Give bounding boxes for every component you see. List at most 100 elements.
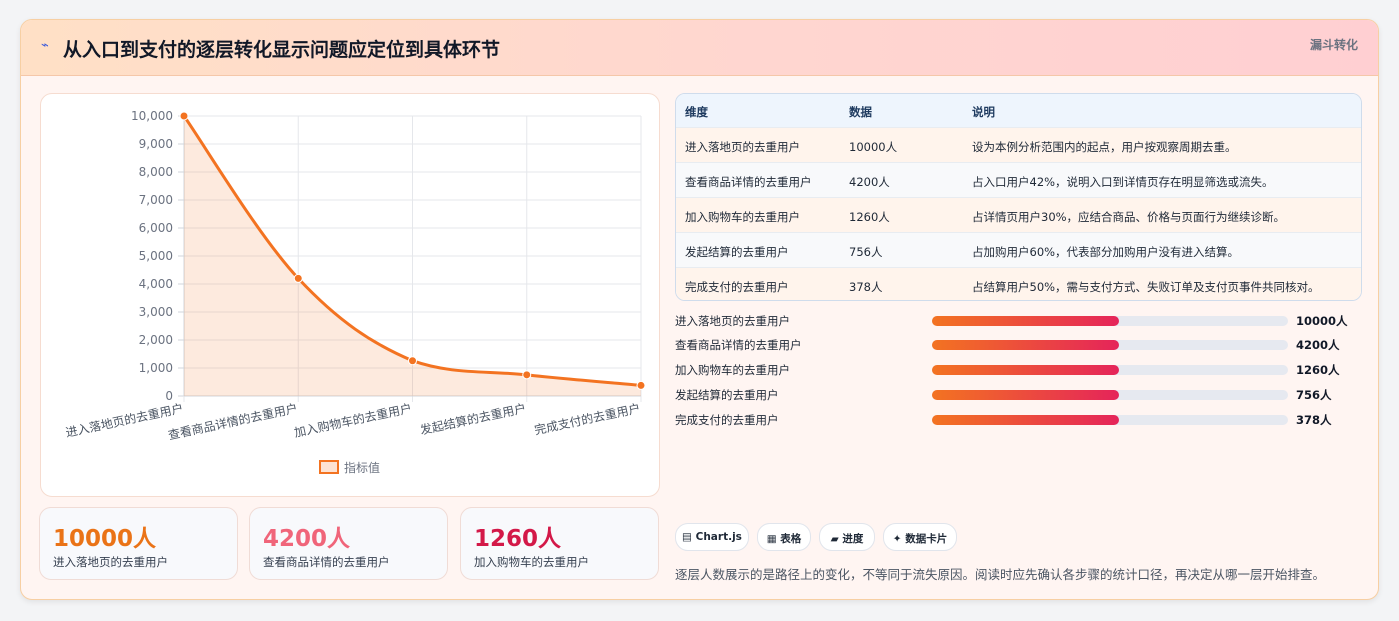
table-cell-note: 占结算用户50%，需与支付方式、失败订单及支付页事件共同核对。	[972, 280, 1320, 294]
table-row: 加入购物车的去重用户 1260人 占详情页用户30%，应结合商品、价格与页面行为…	[676, 197, 1361, 233]
progress-item: 完成支付的去重用户 378人	[675, 411, 1375, 431]
data-point	[408, 356, 417, 366]
table-cell-note: 设为本例分析范围内的起点，用户按观察周期去重。	[972, 140, 1237, 154]
chip-table[interactable]: ▦ 表格	[757, 523, 811, 551]
table-header: 维度 数据 说明	[676, 94, 1361, 128]
progress-fill	[932, 340, 1119, 350]
stat-card: 1260人 加入购物车的去重用户	[460, 507, 659, 580]
table-cell-value: 4200人	[849, 175, 890, 189]
stat-caption: 查看商品详情的去重用户	[263, 555, 390, 569]
y-tick-label: 8,000	[139, 165, 173, 179]
progress-item: 加入购物车的去重用户 1260人	[675, 361, 1375, 381]
progress-fill	[932, 316, 1119, 326]
lightning-icon: ⌁	[41, 38, 49, 53]
table-header-dim: 维度	[685, 105, 708, 119]
progress-label: 查看商品详情的去重用户	[675, 338, 802, 352]
table-cell-value: 1260人	[849, 210, 890, 224]
x-tick-label: 加入购物车的去重用户	[293, 400, 414, 440]
progress-value: 10000人	[1296, 314, 1348, 328]
stat-number: 4200人	[263, 526, 351, 552]
progress-item: 进入落地页的去重用户 10000人	[675, 312, 1375, 332]
data-point	[179, 111, 189, 121]
progress-track	[932, 390, 1288, 400]
table-cell-dim: 发起结算的去重用户	[685, 245, 789, 259]
stat-card: 10000人 进入落地页的去重用户	[39, 507, 238, 580]
progress-fill	[932, 365, 1119, 375]
y-tick-label: 1,000	[139, 361, 173, 375]
chip-label: ▤ Chart.js	[682, 531, 742, 543]
x-tick-label: 查看商品详情的去重用户	[167, 400, 299, 442]
progress-label: 发起结算的去重用户	[675, 388, 779, 402]
section-tag: 漏斗转化	[1309, 38, 1358, 52]
stat-number: 1260人	[474, 526, 562, 552]
progress-label: 完成支付的去重用户	[675, 413, 779, 427]
footnote: 逐层人数展示的是路径上的变化，不等同于流失原因。阅读时应先确认各步骤的统计口径，…	[675, 567, 1326, 582]
progress-fill	[932, 415, 1119, 425]
y-tick-label: 6,000	[139, 221, 173, 235]
progress-label: 进入落地页的去重用户	[675, 314, 790, 328]
chip-label: ▦ 表格	[766, 533, 802, 545]
y-tick-label: 10,000	[131, 109, 173, 123]
progress-label: 加入购物车的去重用户	[675, 363, 790, 377]
dashboard-card: ⌁ 从入口到支付的逐层转化显示问题应定位到具体环节 漏斗转化 0 1,000 2,0…	[20, 19, 1379, 600]
progress-track	[932, 365, 1288, 375]
y-tick-label: 7,000	[139, 193, 173, 207]
chip-progress[interactable]: ▰ 进度	[819, 523, 875, 551]
table-cell-note: 占详情页用户30%，应结合商品、价格与页面行为继续诊断。	[972, 210, 1286, 224]
legend-label: 指标值	[344, 460, 380, 475]
table-cell-dim: 完成支付的去重用户	[685, 280, 789, 294]
data-point	[293, 273, 303, 283]
series-line	[182, 115, 642, 387]
chip-label: ▰ 进度	[830, 533, 864, 545]
table-row: 查看商品详情的去重用户 4200人 占入口用户42%，说明入口到详情页存在明显筛…	[676, 162, 1361, 198]
funnel-chart: 0 1,000 2,000 3,000 4,000 5,000 6,000 7,000 8,00…	[40, 93, 660, 497]
table-cell-dim: 加入购物车的去重用户	[685, 210, 800, 224]
data-point	[522, 370, 532, 380]
x-tick-label: 进入落地页的去重用户	[64, 400, 185, 440]
table-cell-value: 756人	[849, 245, 883, 259]
table-cell-note: 占入口用户42%，说明入口到详情页存在明显筛选或流失。	[972, 175, 1274, 189]
y-tick-label: 3,000	[139, 305, 173, 319]
progress-value: 1260人	[1296, 363, 1340, 377]
progress-value: 756人	[1296, 388, 1332, 402]
stat-number: 10000人	[53, 526, 157, 552]
page-title: 从入口到支付的逐层转化显示问题应定位到具体环节	[63, 39, 501, 61]
card-header: ⌁ 从入口到支付的逐层转化显示问题应定位到具体环节 漏斗转化	[21, 20, 1378, 76]
stat-caption: 加入购物车的去重用户	[474, 555, 589, 569]
table-header-note: 说明	[972, 105, 995, 119]
progress-list: 进入落地页的去重用户 10000人 查看商品详情的去重用户 4200人 加入购物…	[675, 312, 1375, 432]
y-tick-label: 5,000	[139, 249, 173, 263]
y-tick-label: 4,000	[139, 277, 173, 291]
progress-track	[932, 340, 1288, 350]
progress-track	[932, 316, 1288, 326]
table-cell-dim: 进入落地页的去重用户	[685, 140, 800, 154]
chip-chartjs[interactable]: ▤ Chart.js	[675, 523, 749, 551]
x-tick-label: 发起结算的去重用户	[419, 400, 528, 437]
progress-value: 378人	[1296, 413, 1332, 427]
progress-item: 查看商品详情的去重用户 4200人	[675, 336, 1375, 356]
data-table: 维度 数据 说明 进入落地页的去重用户 10000人 设为本例分析范围内的起点，…	[675, 93, 1362, 301]
table-row: 发起结算的去重用户 756人 占加购用户60%，代表部分加购用户没有进入结算。	[676, 232, 1361, 268]
stat-caption: 进入落地页的去重用户	[53, 555, 168, 569]
y-tick-label: 0	[165, 389, 173, 403]
progress-value: 4200人	[1296, 338, 1340, 352]
progress-fill	[932, 390, 1119, 400]
chip-label: ✦ 数据卡片	[892, 533, 948, 545]
table-cell-note: 占加购用户60%，代表部分加购用户没有进入结算。	[972, 245, 1240, 259]
table-cell-value: 378人	[849, 280, 883, 294]
table-row: 完成支付的去重用户 378人 占结算用户50%，需与支付方式、失败订单及支付页事…	[676, 267, 1361, 300]
stat-card: 4200人 查看商品详情的去重用户	[249, 507, 448, 580]
data-point	[636, 380, 646, 390]
series-area	[184, 116, 641, 396]
progress-track	[932, 415, 1288, 425]
y-tick-label: 2,000	[139, 333, 173, 347]
chart-svg: 0 1,000 2,000 3,000 4,000 5,000 6,000 7,000 8,00…	[64, 109, 646, 475]
table-row: 进入落地页的去重用户 10000人 设为本例分析范围内的起点，用户按观察周期去重…	[676, 127, 1361, 163]
y-tick-label: 9,000	[139, 137, 173, 151]
chip-data-card[interactable]: ✦ 数据卡片	[883, 523, 957, 551]
table-cell-value: 10000人	[849, 140, 898, 154]
table-header-value: 数据	[849, 105, 872, 119]
legend-swatch	[319, 460, 339, 474]
x-tick-label: 完成支付的去重用户	[533, 400, 642, 437]
progress-item: 发起结算的去重用户 756人	[675, 386, 1375, 406]
